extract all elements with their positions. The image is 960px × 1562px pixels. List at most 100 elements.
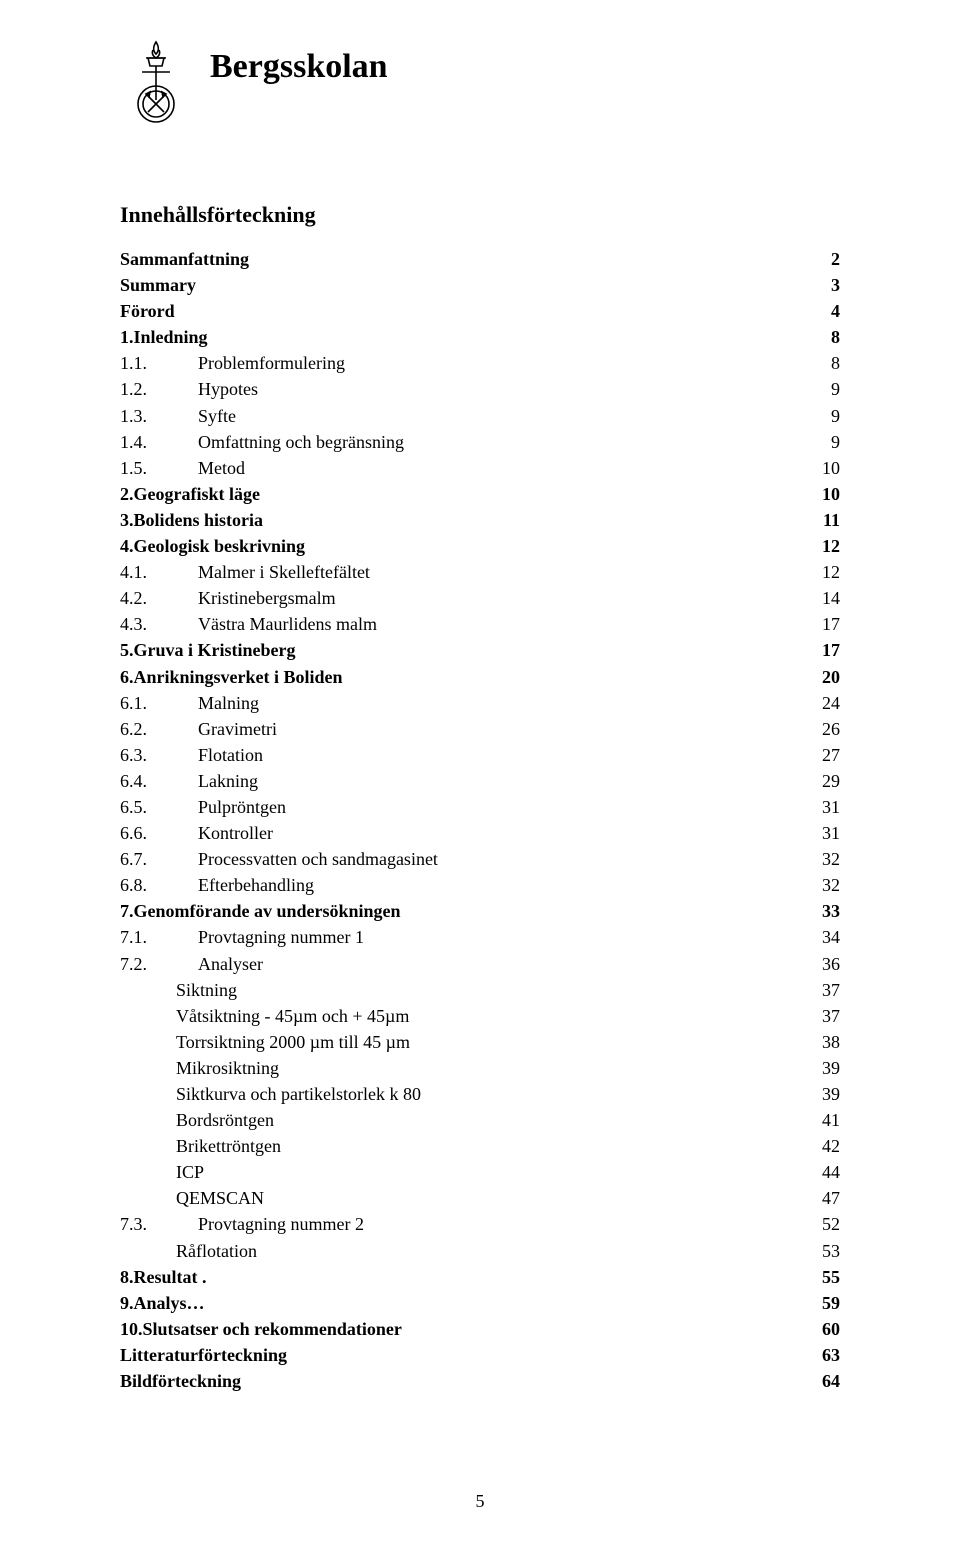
toc-entry-label: 7.2.Analyser (120, 951, 800, 977)
toc-entry-label: Siktkurva och partikelstorlek k 80 (176, 1081, 800, 1107)
toc-entry: QEMSCAN47 (120, 1185, 840, 1211)
toc-entry-page: 52 (800, 1211, 840, 1237)
toc-entry: 1.3.Syfte9 (120, 403, 840, 429)
page-number: 5 (476, 1491, 485, 1512)
toc-entry-page: 34 (800, 924, 840, 950)
toc-entry-number: 6. (120, 664, 134, 690)
toc-entry: 4.1.Malmer i Skelleftefältet12 (120, 559, 840, 585)
toc-entry: 6.1.Malning24 (120, 690, 840, 716)
page-header: Bergsskolan (120, 40, 840, 132)
toc-entry-page: 17 (800, 637, 840, 663)
toc-entry: Råflotation53 (120, 1238, 840, 1264)
toc-entry-label: 7.1.Provtagning nummer 1 (120, 924, 800, 950)
toc-entry-page: 64 (800, 1368, 840, 1394)
toc-entry-number: 1. (120, 324, 134, 350)
toc-entry-label: Brikettröntgen (176, 1133, 800, 1159)
toc-title: Innehållsförteckning (120, 202, 840, 228)
toc-entry: 1.5.Metod10 (120, 455, 840, 481)
toc-entry-label: 4.Geologisk beskrivning (120, 533, 800, 559)
toc-entry-number: 1.4. (120, 429, 198, 455)
toc-entry-page: 27 (800, 742, 840, 768)
toc-entry-page: 37 (800, 1003, 840, 1029)
toc-entry-page: 9 (800, 403, 840, 429)
toc-entry-number: 6.6. (120, 820, 198, 846)
toc-entry-label: 1.5.Metod (120, 455, 800, 481)
toc-entry-number: 6.3. (120, 742, 198, 768)
toc-entry-label: 4.1.Malmer i Skelleftefältet (120, 559, 800, 585)
toc-entry-label: Mikrosiktning (176, 1055, 800, 1081)
toc-entry-page: 4 (800, 298, 840, 324)
toc-entry-page: 47 (800, 1185, 840, 1211)
toc-entry-page: 32 (800, 846, 840, 872)
toc-entry-page: 31 (800, 820, 840, 846)
toc-entry-number: 6.1. (120, 690, 198, 716)
toc-entry-page: 24 (800, 690, 840, 716)
toc-entry-page: 8 (800, 350, 840, 376)
toc-entry: 4.3.Västra Maurlidens malm17 (120, 611, 840, 637)
toc-entry-label: Bordsröntgen (176, 1107, 800, 1133)
toc-entry-number: 7.1. (120, 924, 198, 950)
toc-entry-page: 38 (800, 1029, 840, 1055)
toc-entry-label: 7.3.Provtagning nummer 2 (120, 1211, 800, 1237)
toc-entry-label: 5.Gruva i Kristineberg (120, 637, 800, 663)
toc-entry-label: 6.6.Kontroller (120, 820, 800, 846)
toc-entry-label: Summary (120, 272, 800, 298)
toc-entry: 4.Geologisk beskrivning12 (120, 533, 840, 559)
toc-entry-page: 31 (800, 794, 840, 820)
toc-entry-label: 6.7.Processvatten och sandmagasinet (120, 846, 800, 872)
toc-entry: Mikrosiktning39 (120, 1055, 840, 1081)
toc-entry: 1.4.Omfattning och begränsning9 (120, 429, 840, 455)
toc-entry-number: 1.1. (120, 350, 198, 376)
toc-entry: 5.Gruva i Kristineberg17 (120, 637, 840, 663)
toc-entry-label: Litteraturförteckning (120, 1342, 800, 1368)
toc-entry-label: Torrsiktning 2000 µm till 45 µm (176, 1029, 800, 1055)
toc-entry-page: 2 (800, 246, 840, 272)
toc-entry-label: 7.Genomförande av undersökningen (120, 898, 800, 924)
toc-entry-page: 17 (800, 611, 840, 637)
toc-entry-number: 6.8. (120, 872, 198, 898)
toc-entry: 9.Analys…59 (120, 1290, 840, 1316)
toc-entry-label: 6.5.Pulpröntgen (120, 794, 800, 820)
toc-entry-number: 7. (120, 898, 134, 924)
toc-entry-label: 4.2.Kristinebergsmalm (120, 585, 800, 611)
toc-entry-number: 4.2. (120, 585, 198, 611)
bergsskolan-logo-icon (120, 40, 192, 132)
toc-entry-number: 1.2. (120, 376, 198, 402)
toc-entry: 6.Anrikningsverket i Boliden20 (120, 664, 840, 690)
toc-entry: 6.2.Gravimetri26 (120, 716, 840, 742)
toc-entry-number: 4. (120, 533, 134, 559)
toc-entry: 6.8.Efterbehandling32 (120, 872, 840, 898)
toc-entry: Bildförteckning64 (120, 1368, 840, 1394)
toc-entry-page: 39 (800, 1081, 840, 1107)
toc-entry-label: 1.4.Omfattning och begränsning (120, 429, 800, 455)
toc-entry-page: 41 (800, 1107, 840, 1133)
toc-entry: Torrsiktning 2000 µm till 45 µm38 (120, 1029, 840, 1055)
toc-entry-label: 1.2.Hypotes (120, 376, 800, 402)
toc-entry-label: 4.3.Västra Maurlidens malm (120, 611, 800, 637)
toc-entry: Siktning37 (120, 977, 840, 1003)
toc-entry: 4.2.Kristinebergsmalm14 (120, 585, 840, 611)
toc-entry-number: 3. (120, 507, 134, 533)
toc-entry-label: Förord (120, 298, 800, 324)
toc-entry-number: 7.3. (120, 1211, 198, 1237)
toc-entry-label: 3.Bolidens historia (120, 507, 800, 533)
toc-entry-number: 6.2. (120, 716, 198, 742)
toc-entry-page: 12 (800, 559, 840, 585)
toc-entry: Förord4 (120, 298, 840, 324)
toc-entry-page: 42 (800, 1133, 840, 1159)
toc-entry: Sammanfattning2 (120, 246, 840, 272)
toc-entry: Våtsiktning - 45µm och + 45µm37 (120, 1003, 840, 1029)
toc-entry-page: 37 (800, 977, 840, 1003)
toc-entry-page: 11 (800, 507, 840, 533)
toc-entry: 6.7.Processvatten och sandmagasinet32 (120, 846, 840, 872)
toc-entry-label: Bildförteckning (120, 1368, 800, 1394)
toc-entry-label: Sammanfattning (120, 246, 800, 272)
toc-entry-page: 33 (800, 898, 840, 924)
toc-entry-number: 5. (120, 637, 134, 663)
toc-entry: 1.Inledning8 (120, 324, 840, 350)
toc-entry-label: 6.8.Efterbehandling (120, 872, 800, 898)
toc-entry-page: 8 (800, 324, 840, 350)
toc-entry-label: 6.Anrikningsverket i Boliden (120, 664, 800, 690)
site-title: Bergsskolan (210, 48, 388, 86)
toc-entry-page: 36 (800, 951, 840, 977)
